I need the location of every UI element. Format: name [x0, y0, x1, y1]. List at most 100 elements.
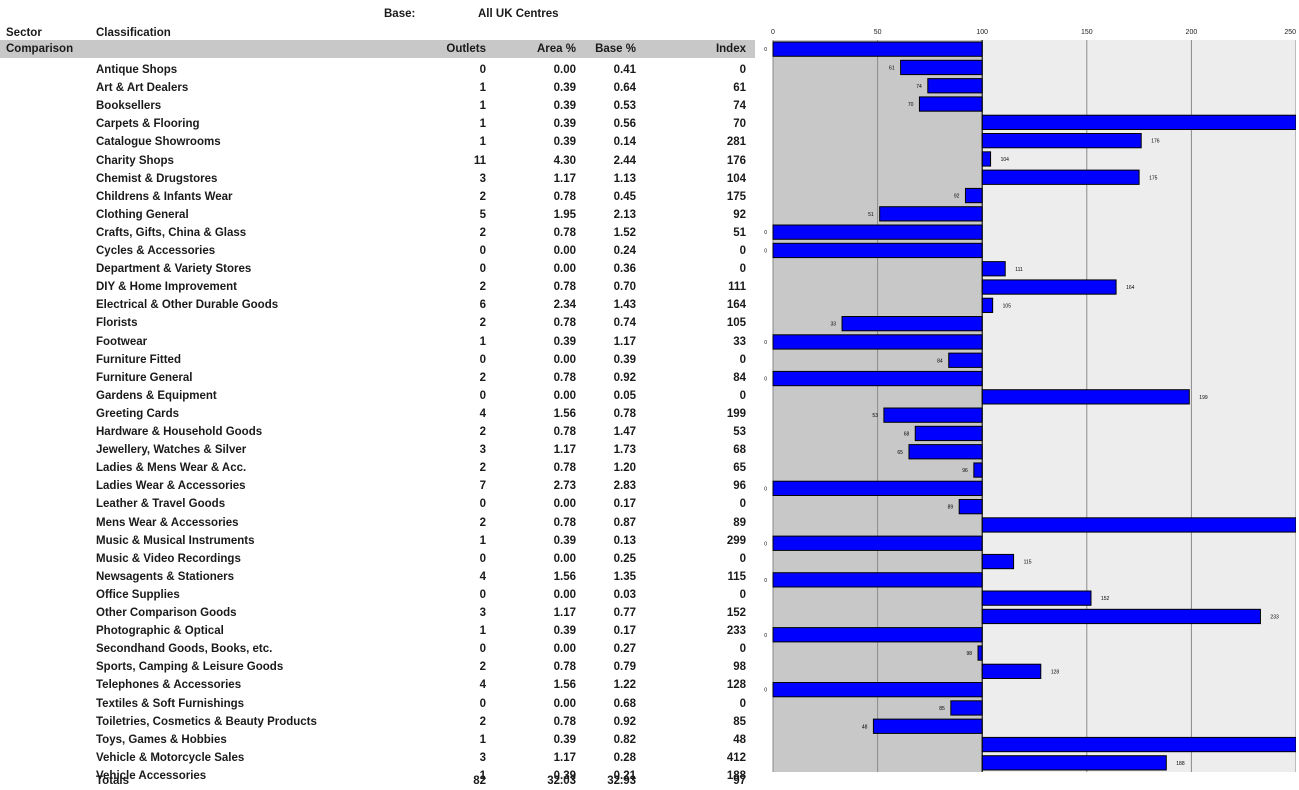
index-bar [772, 224, 983, 240]
index-bar [964, 187, 983, 204]
index-cell: 0 [739, 588, 746, 601]
outlets-cell: 1 [479, 118, 486, 131]
index-bar [981, 279, 1117, 295]
table-row: Furniture General 2 0.78 0.92 84 [0, 369, 760, 387]
classification-cell: Footwear [96, 335, 148, 348]
base-cell: 0.68 [613, 697, 636, 710]
table-row: Florists 2 0.78 0.74 105 [0, 314, 760, 332]
base-cell: 2.83 [613, 480, 636, 493]
table-row: Department & Variety Stores 0 0.00 0.36 0 [0, 260, 760, 278]
base-cell: 1.73 [613, 444, 636, 457]
index-bar [841, 316, 983, 332]
outlets-cell: 3 [479, 444, 486, 457]
index-cell: 98 [733, 661, 746, 674]
table-row: Vehicle & Motorcycle Sales 3 1.17 0.28 412 [0, 749, 760, 767]
area-cell: 0.00 [553, 643, 576, 656]
x-tick-label: 150 [1081, 29, 1093, 36]
index-bar [772, 370, 983, 387]
table-row: Antique Shops 0 0.00 0.41 0 [0, 61, 760, 79]
index-bar [908, 444, 983, 460]
classification-cell: Carpets & Flooring [96, 118, 200, 131]
outlets-cell: 0 [479, 498, 486, 511]
classification-cell: Secondhand Goods, Books, etc. [96, 643, 273, 656]
outlets-cell: 3 [479, 607, 486, 619]
area-cell: 0.78 [553, 317, 576, 330]
bar-value-label: 111 [1015, 267, 1023, 273]
area-cell: 0.39 [553, 100, 576, 113]
outlets-cell: 3 [479, 751, 486, 764]
index-bar [900, 59, 983, 76]
base-cell: 0.13 [613, 534, 636, 547]
index-cell: 53 [733, 426, 746, 438]
table-row: Ladies & Mens Wear & Acc. 2 0.78 1.20 65 [0, 459, 760, 477]
area-cell: 0.00 [553, 245, 576, 257]
area-cell: 0.78 [553, 226, 576, 239]
base-cell: 0.56 [613, 118, 636, 131]
outlets-cell: 3 [479, 172, 486, 185]
index-cell: 299 [726, 534, 746, 547]
area-cell: 1.56 [553, 679, 576, 692]
outlets-cell: 0 [479, 353, 486, 366]
index-bar-chart: 0 50 100 150 200 250 0 61 74 70 176 104 175 92 51 0 0 111… [764, 29, 1296, 772]
table-row: Gardens & Equipment 0 0.00 0.05 0 [0, 387, 760, 405]
index-bar [879, 206, 983, 222]
classification-cell: Booksellers [96, 100, 162, 113]
base-cell: 0.82 [613, 733, 636, 746]
bar-value-label: 105 [1003, 303, 1012, 309]
x-tick-label: 250 [1284, 29, 1296, 36]
classification-cell: DIY & Home Improvement [96, 281, 238, 294]
base-cell: 0.36 [613, 263, 636, 276]
area-cell: 1.56 [553, 570, 576, 583]
base-cell: 0.05 [613, 389, 636, 402]
index-cell: 412 [726, 751, 746, 764]
index-cell: 115 [727, 570, 746, 583]
outlets-cell: 5 [479, 208, 486, 221]
index-bar [772, 41, 983, 57]
sector-band [0, 40, 755, 58]
index-cell: 68 [733, 444, 746, 457]
area-cell: 0.39 [553, 625, 576, 638]
bar-value-label: 74 [916, 84, 922, 90]
base-cell: 0.14 [613, 136, 636, 149]
index-bar [981, 517, 1296, 533]
index-cell: 84 [733, 371, 746, 384]
table-row: Newsagents & Stationers 4 1.56 1.35 115 [0, 568, 760, 586]
table-row: Art & Art Dealers 1 0.39 0.64 61 [0, 79, 760, 97]
index-bar [772, 242, 983, 259]
base-cell: 0.03 [613, 588, 636, 601]
bar-value-label: 0 [764, 486, 767, 492]
outlets-cell: 2 [479, 317, 486, 330]
index-cell: 74 [733, 100, 746, 113]
bar-value-label: 176 [1151, 139, 1160, 145]
index-bar [872, 718, 983, 734]
area-cell: 0.00 [553, 697, 576, 710]
outlets-cell: 2 [479, 661, 486, 674]
bar-value-label: 152 [1101, 596, 1110, 602]
area-header: Area % [537, 43, 576, 55]
table-row: Charity Shops 11 4.30 2.44 176 [0, 152, 760, 170]
index-cell: 61 [733, 82, 746, 95]
base-value: All UK Centres [478, 8, 559, 20]
bar-value-label: 33 [830, 322, 836, 328]
index-bar [918, 96, 983, 112]
totals-index: 97 [733, 775, 746, 787]
area-cell: 0.78 [553, 281, 576, 294]
table-row: Furniture Fitted 0 0.00 0.39 0 [0, 351, 760, 369]
index-bar [981, 608, 1261, 625]
classification-cell: Department & Variety Stores [96, 263, 252, 276]
area-cell: 0.00 [553, 263, 576, 276]
plot-shade-above [982, 40, 1296, 772]
classification-cell: Clothing General [96, 208, 189, 221]
outlets-cell: 0 [479, 263, 486, 276]
classification-cell: Music & Musical Instruments [96, 534, 255, 547]
index-bar [772, 572, 983, 588]
index-cell: 0 [739, 498, 746, 511]
bar-value-label: 68 [904, 431, 910, 437]
index-cell: 199 [726, 407, 746, 420]
bar-value-label: 233 [1270, 614, 1279, 620]
classification-cell: Ladies Wear & Accessories [96, 480, 246, 493]
classification-cell: Crafts, Gifts, China & Glass [96, 226, 247, 239]
index-bar [977, 645, 983, 661]
index-bar [981, 261, 1006, 277]
table-row: Childrens & Infants Wear 2 0.78 0.45 175 [0, 188, 760, 206]
